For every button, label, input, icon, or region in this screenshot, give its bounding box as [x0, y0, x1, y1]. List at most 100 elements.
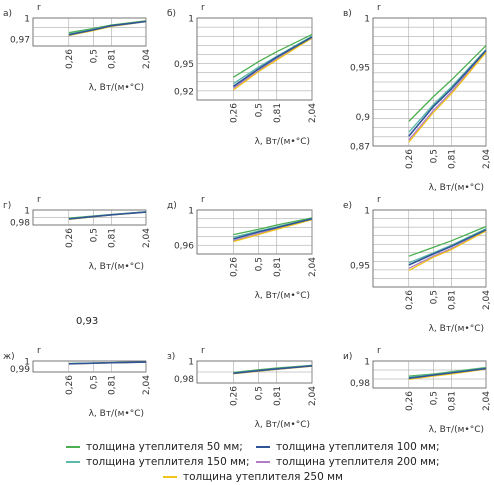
x-tick-label: 2,04: [308, 386, 318, 406]
series-line-s250: [408, 230, 487, 272]
series-line-s100: [408, 367, 487, 380]
annotation-note: 0,93: [76, 316, 99, 327]
series-line-s100: [68, 20, 147, 36]
x-tick-label: 0,5: [254, 386, 264, 400]
series-line-s250: [408, 52, 487, 143]
legend: толщина утеплителя 50 мм; толщина утеплит…: [0, 438, 494, 485]
y-tick-label: 0,98: [10, 219, 30, 229]
y-tick-label: 0,96: [174, 242, 194, 252]
x-tick-label: 0,81: [107, 375, 117, 395]
y-axis-symbol: r: [201, 195, 205, 205]
legend-label: толщина утеплителя 250 мм: [183, 471, 343, 483]
chart-panel: 0,98 1 г) r 0,26 0,5 0,81 2,04 λ, Вт/(м•°С): [3, 195, 152, 272]
x-tick-label: 0,26: [65, 49, 75, 69]
panel-label: д): [167, 201, 177, 211]
plot-frame: [196, 17, 313, 101]
legend-swatch: [256, 446, 270, 448]
x-tick-label: 0,5: [254, 103, 264, 117]
x-tick-label: 0,26: [405, 290, 415, 310]
series-line-s100: [233, 365, 313, 375]
y-tick-label: 1: [364, 15, 370, 25]
y-tick-label: 0,9: [356, 113, 371, 123]
y-axis-symbol: r: [377, 195, 381, 205]
series-line-s150: [408, 49, 487, 133]
series-line-s250: [233, 219, 313, 243]
x-axis-label: λ, Вт/(м•°С): [255, 291, 310, 301]
x-tick-label: 2,04: [142, 228, 152, 248]
legend-swatch: [66, 461, 80, 463]
y-tick-label: 1: [24, 358, 30, 368]
panel-label: ж): [3, 352, 15, 362]
x-tick-label: 0,5: [429, 149, 439, 163]
x-axis-label: λ, Вт/(м•°С): [429, 324, 484, 334]
y-tick-label: 0,92: [174, 87, 194, 97]
y-tick-label: 0,97: [10, 36, 30, 46]
y-tick-label: 0,95: [350, 64, 370, 74]
y-tick-label: 1: [188, 207, 194, 217]
x-tick-label: 0,81: [273, 103, 283, 123]
y-axis-symbol: r: [201, 346, 205, 356]
series-line-s100: [68, 361, 147, 365]
series-line-s100: [408, 229, 487, 266]
series-line-s100: [68, 211, 147, 220]
x-tick-label: 0,26: [405, 149, 415, 169]
legend-item-s150: толщина утеплителя 150 мм;: [66, 456, 250, 468]
x-tick-label: 2,04: [142, 49, 152, 69]
y-tick-label: 0,95: [350, 262, 370, 272]
legend-label: толщина утеплителя 200 мм;: [276, 456, 440, 468]
y-tick-label: 1: [364, 358, 370, 368]
x-tick-label: 2,04: [482, 290, 492, 310]
y-tick-label: 1: [364, 207, 370, 217]
x-axis-label: λ, Вт/(м•°С): [429, 425, 484, 435]
chart-panel: 0,98 1 и) r 0,26 0,5 0,81 2,04 λ, Вт/(м•°С): [343, 346, 492, 435]
series-line-s100: [408, 49, 487, 137]
x-axis-label: λ, Вт/(м•°С): [89, 409, 144, 419]
y-tick-label: 1: [188, 15, 194, 25]
series-line-s250: [408, 368, 487, 381]
legend-swatch: [163, 476, 177, 478]
x-tick-label: 0,81: [447, 290, 457, 310]
legend-label: толщина утеплителя 50 мм;: [86, 441, 243, 453]
legend-label: толщина утеплителя 150 мм;: [86, 456, 250, 468]
x-tick-label: 0,81: [273, 257, 283, 277]
x-tick-label: 0,26: [65, 375, 75, 395]
y-axis-symbol: r: [37, 195, 41, 205]
x-tick-label: 0,26: [405, 391, 415, 411]
x-tick-label: 0,81: [107, 49, 117, 69]
legend-item-s200: толщина утеплителя 200 мм;: [256, 456, 440, 468]
legend-label: толщина утеплителя 100 мм;: [276, 441, 440, 453]
legend-swatch: [66, 446, 80, 448]
legend-item-s250: толщина утеплителя 250 мм: [163, 471, 343, 483]
chart-panel: 0,97 1 а) r 0,26 0,5 0,81 2,04 λ, Вт/(м•°С): [3, 3, 152, 93]
y-axis-symbol: r: [377, 346, 381, 356]
y-tick-label: 0,95: [174, 60, 194, 70]
x-tick-label: 0,81: [273, 386, 283, 406]
chart-panel: 0,92 0,95 1 б) r 0,26 0,5 0,81 2,04 λ, Вт/(м•°С): [167, 3, 318, 147]
x-tick-label: 2,04: [482, 149, 492, 169]
panel-label: в): [343, 9, 352, 19]
panel-label: г): [3, 201, 11, 211]
series-line-s100: [232, 36, 313, 87]
panel-label: з): [167, 352, 175, 362]
y-axis-symbol: r: [37, 3, 41, 13]
series-line-s50: [408, 225, 487, 257]
x-axis-label: λ, Вт/(м•°С): [89, 83, 144, 93]
series-line-s250: [233, 37, 313, 91]
x-axis-label: λ, Вт/(м•°С): [255, 420, 310, 430]
x-tick-label: 0,81: [447, 149, 457, 169]
y-tick-label: 0,99: [10, 365, 30, 375]
x-tick-label: 0,26: [229, 386, 239, 406]
y-axis-symbol: r: [201, 3, 205, 13]
chart-panel: 0,96 1 д) r 0,26 0,5 0,81 2,04 λ, Вт/(м•°С): [167, 195, 318, 301]
x-tick-label: 0,5: [429, 290, 439, 304]
series-line-s50: [233, 33, 313, 78]
series-line-s50: [408, 45, 487, 122]
x-tick-label: 0,26: [65, 228, 75, 248]
x-tick-label: 0,5: [89, 375, 99, 389]
legend-item-s100: толщина утеплителя 100 мм;: [256, 441, 440, 453]
x-tick-label: 0,5: [89, 49, 99, 63]
series-line-s100: [233, 218, 313, 240]
chart-panel: 0,98 1 з) r 0,26 0,5 0,81 2,04 λ, Вт/(м•°С): [167, 346, 318, 430]
x-tick-label: 0,81: [107, 228, 117, 248]
